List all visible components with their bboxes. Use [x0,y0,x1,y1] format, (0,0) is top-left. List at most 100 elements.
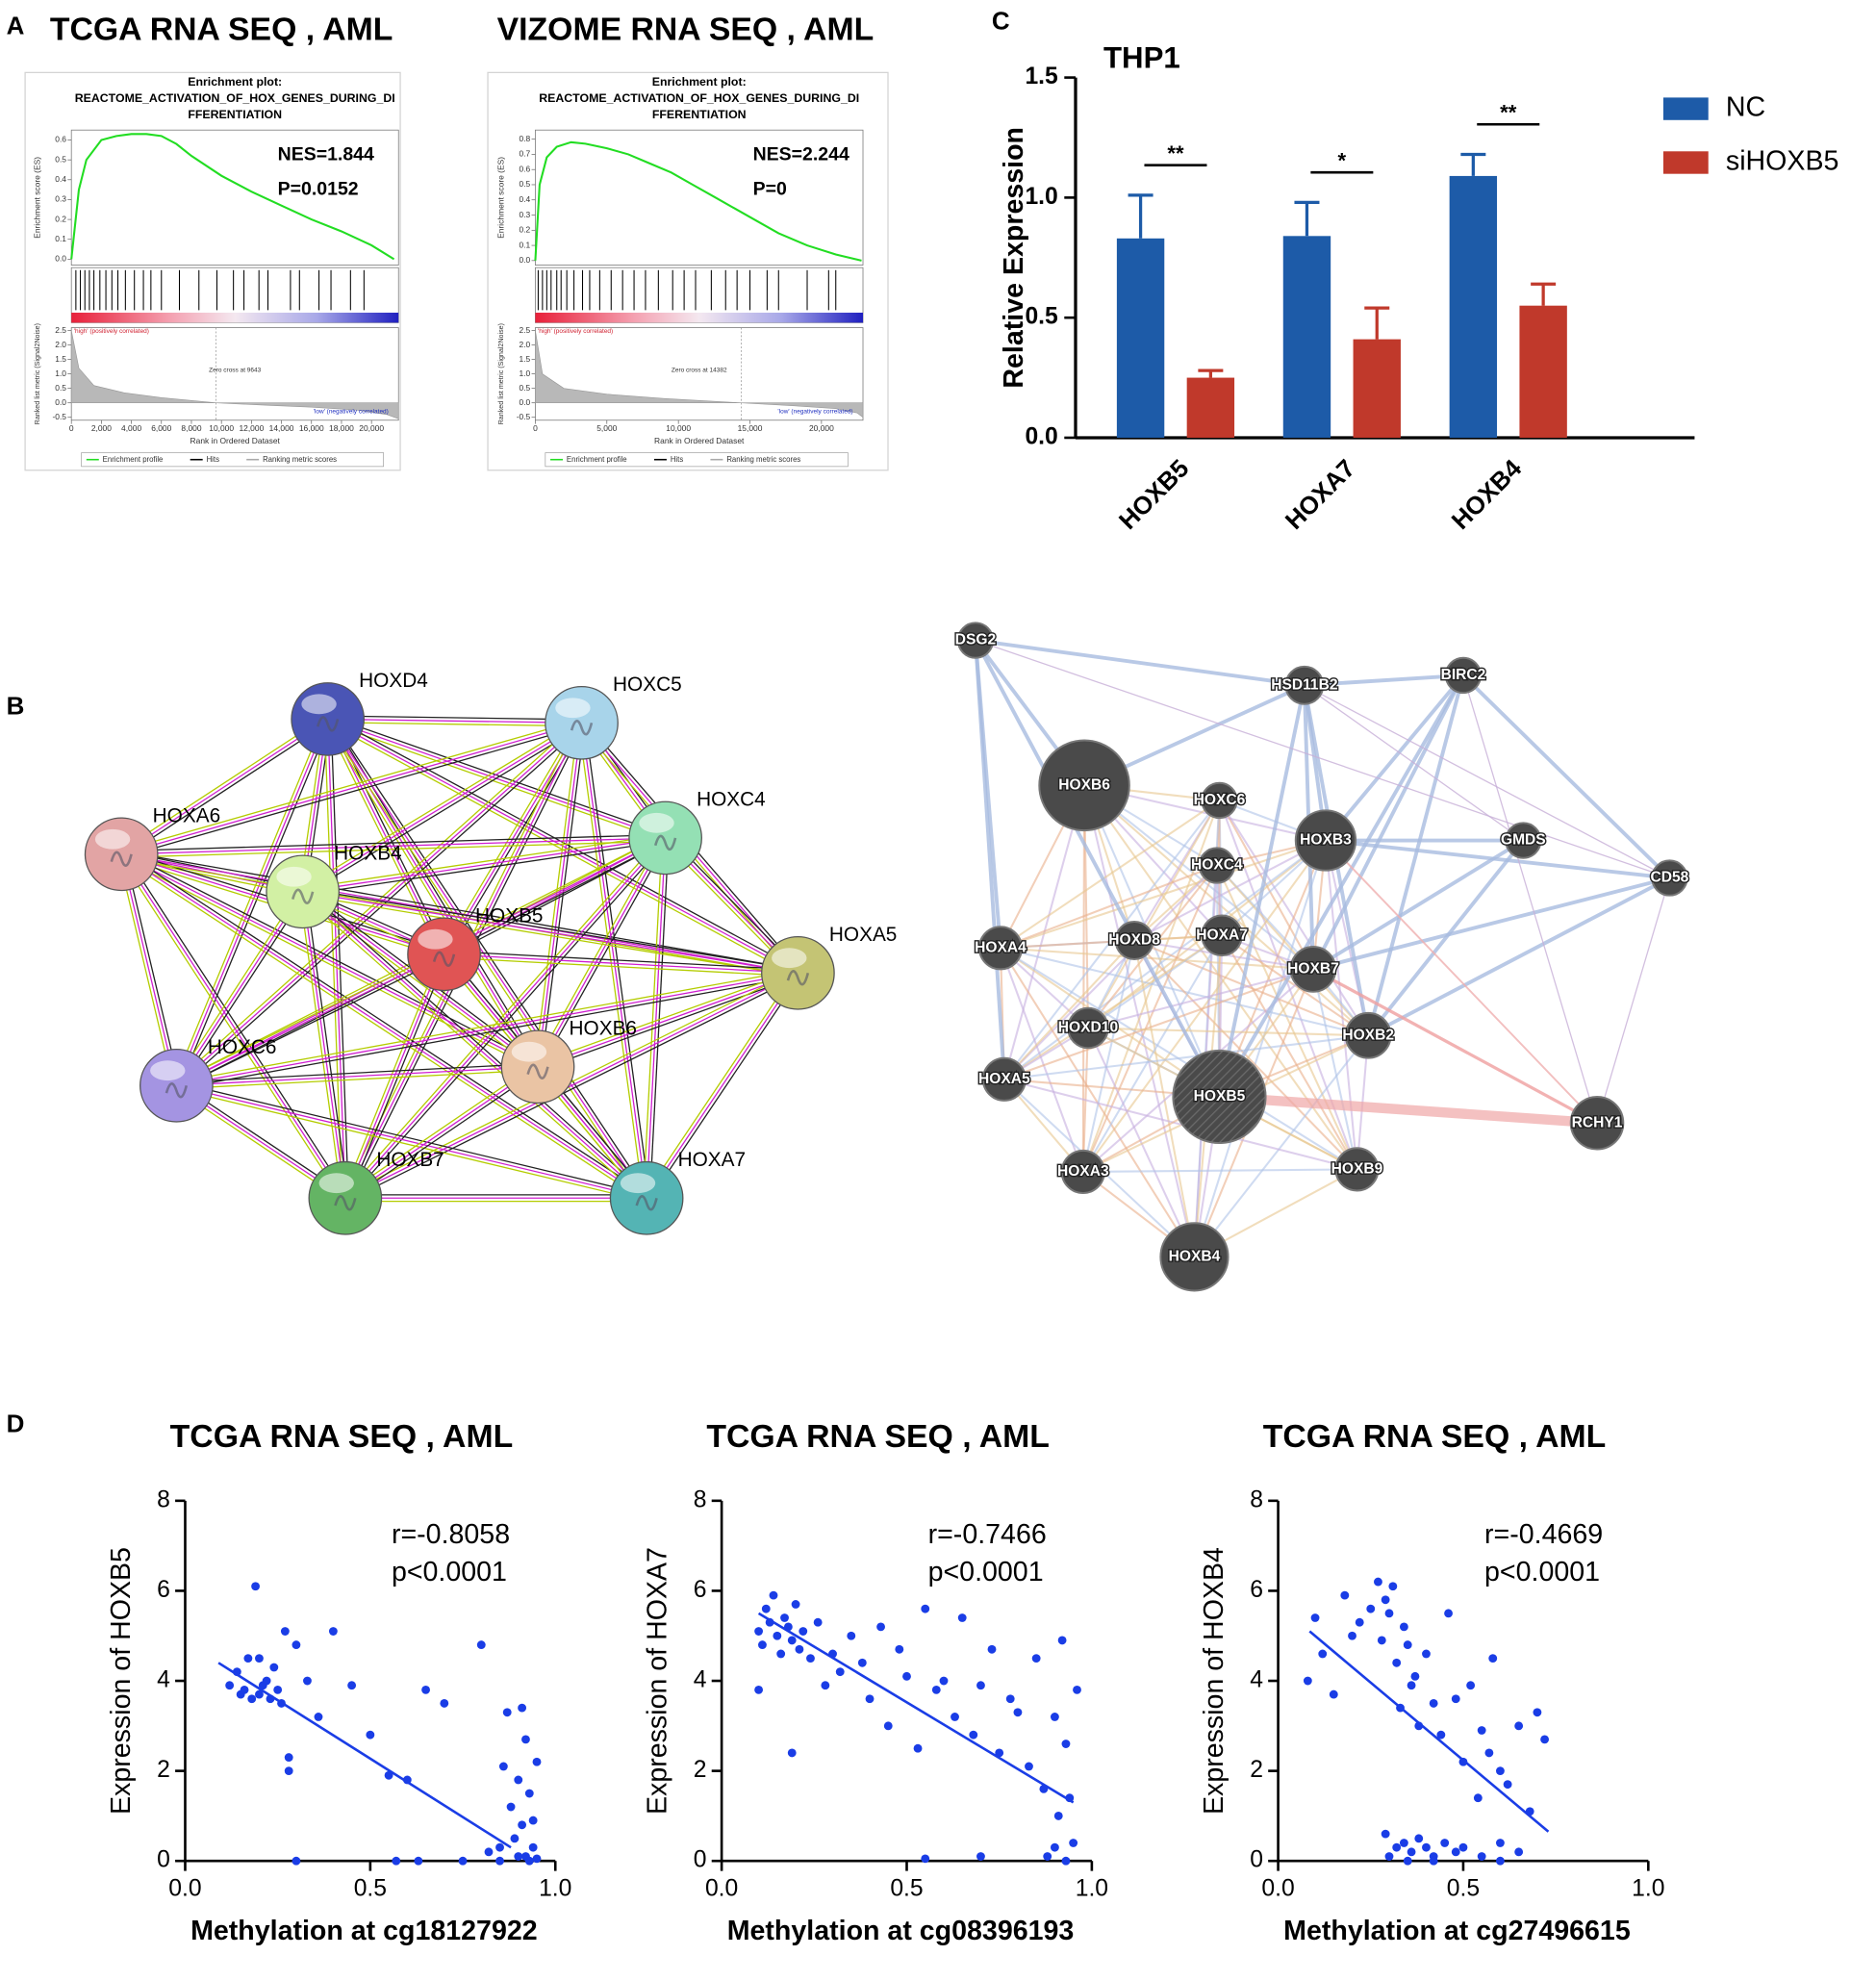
point [347,1681,357,1690]
network-edge [1325,839,1598,1124]
network-edge [298,892,343,1199]
network-node [139,1048,214,1123]
network-edge [1081,785,1086,1172]
network-edge [1000,800,1221,950]
point [514,1775,523,1785]
network-edge [975,638,1306,688]
point [1050,1713,1059,1721]
network-edge [1000,947,1084,1173]
y-axis-label: Expression of HOXB5 [106,1547,137,1815]
node-label: HOXD4 [359,670,428,692]
y-tick-label: 8 [157,1486,170,1512]
point [913,1743,923,1753]
point [1318,1649,1328,1659]
network-edge [534,722,579,1067]
network-node [1060,1149,1105,1195]
point [865,1694,875,1704]
point [280,1627,290,1636]
point [976,1681,985,1690]
point [895,1644,904,1654]
y-tick-label: 0.0 [520,255,531,265]
network-edge [302,891,346,1199]
y-tick-label: 0 [694,1847,707,1873]
network-edge [1133,839,1327,942]
panel-title: TCGA RNA SEQ , AML [50,11,393,47]
network-edge [122,721,330,858]
y-axis-label: Enrichment score (ES) [32,157,41,239]
network-edge [1000,864,1218,950]
point [995,1748,1004,1758]
y-tick-label: 2 [1250,1757,1263,1783]
x-axis-label: Rank in Ordered Dataset [654,436,745,445]
node-highlight [620,1173,656,1194]
color-bar [535,312,864,323]
node-highlight [318,1173,354,1194]
point [939,1676,949,1686]
point [1451,1847,1460,1857]
network-edge [176,1084,647,1199]
network-edge [120,718,329,855]
point [414,1856,423,1866]
legend-label: siHOXB5 [1726,146,1839,177]
point [514,1852,523,1861]
network-edge [648,974,801,1201]
network-edge [326,722,665,842]
point [1025,1762,1033,1771]
node-glyph [570,720,594,736]
x-tick-label: 20,000 [359,423,384,433]
node-label: HOXA7 [1196,927,1248,943]
point [255,1654,264,1664]
x-tick-label: 0.0 [168,1876,201,1902]
significance-label: ** [1167,141,1184,165]
network-edge [327,722,582,727]
node-highlight [418,928,453,950]
network-edge [325,721,798,977]
metric-tick-label: 2.5 [520,325,531,335]
metric-tick-label: 0.5 [55,383,66,393]
high-label: 'high' (positively correlated) [538,328,613,335]
x-tick-label: 0.5 [1447,1876,1480,1902]
point [284,1753,293,1763]
low-label: 'low' (negatively correlated) [777,408,852,415]
network-node [545,685,619,760]
network-edge [643,971,797,1197]
y-tick-label: 1.5 [1025,63,1058,89]
network-edge [975,639,1670,879]
point [813,1617,823,1627]
x-tick-label: 0.0 [705,1876,738,1902]
point [506,1802,516,1812]
legend-label: Hits [671,455,684,464]
point [883,1721,893,1731]
y-axis-label: Enrichment score (ES) [496,157,506,239]
node-glyph [526,1063,549,1079]
network-edge [643,837,663,1199]
error-bar [1128,193,1153,239]
point [247,1694,257,1704]
node-label: RCHY1 [1572,1114,1623,1130]
point [1069,1839,1078,1847]
x-tick-label: 12,000 [239,423,264,433]
y-tick-label: 4 [157,1667,170,1693]
network-edge [1304,673,1464,688]
x-tick-label: 16,000 [299,423,324,433]
node-label: HOXB7 [376,1149,444,1171]
point [1488,1654,1498,1664]
network-node [1289,946,1337,993]
network-edge [120,719,581,852]
network-edge [1325,838,1670,880]
x-tick-label: 10,000 [666,423,691,433]
network-edge [1311,674,1465,971]
network-edge [175,969,798,1083]
point [1061,1856,1071,1866]
point [518,1820,527,1830]
chart-title: THP1 [1103,41,1180,75]
x-tick-label: 4,000 [121,423,141,433]
network-edge [121,850,799,971]
point [1057,1636,1067,1645]
network-node [1444,656,1483,695]
x-tick-label: 1.0 [539,1876,571,1902]
plot-title: FFERENTIATION [188,108,282,121]
network-edge [1215,865,1358,1170]
network-edge [346,1069,541,1202]
network-edge [1462,674,1598,1124]
